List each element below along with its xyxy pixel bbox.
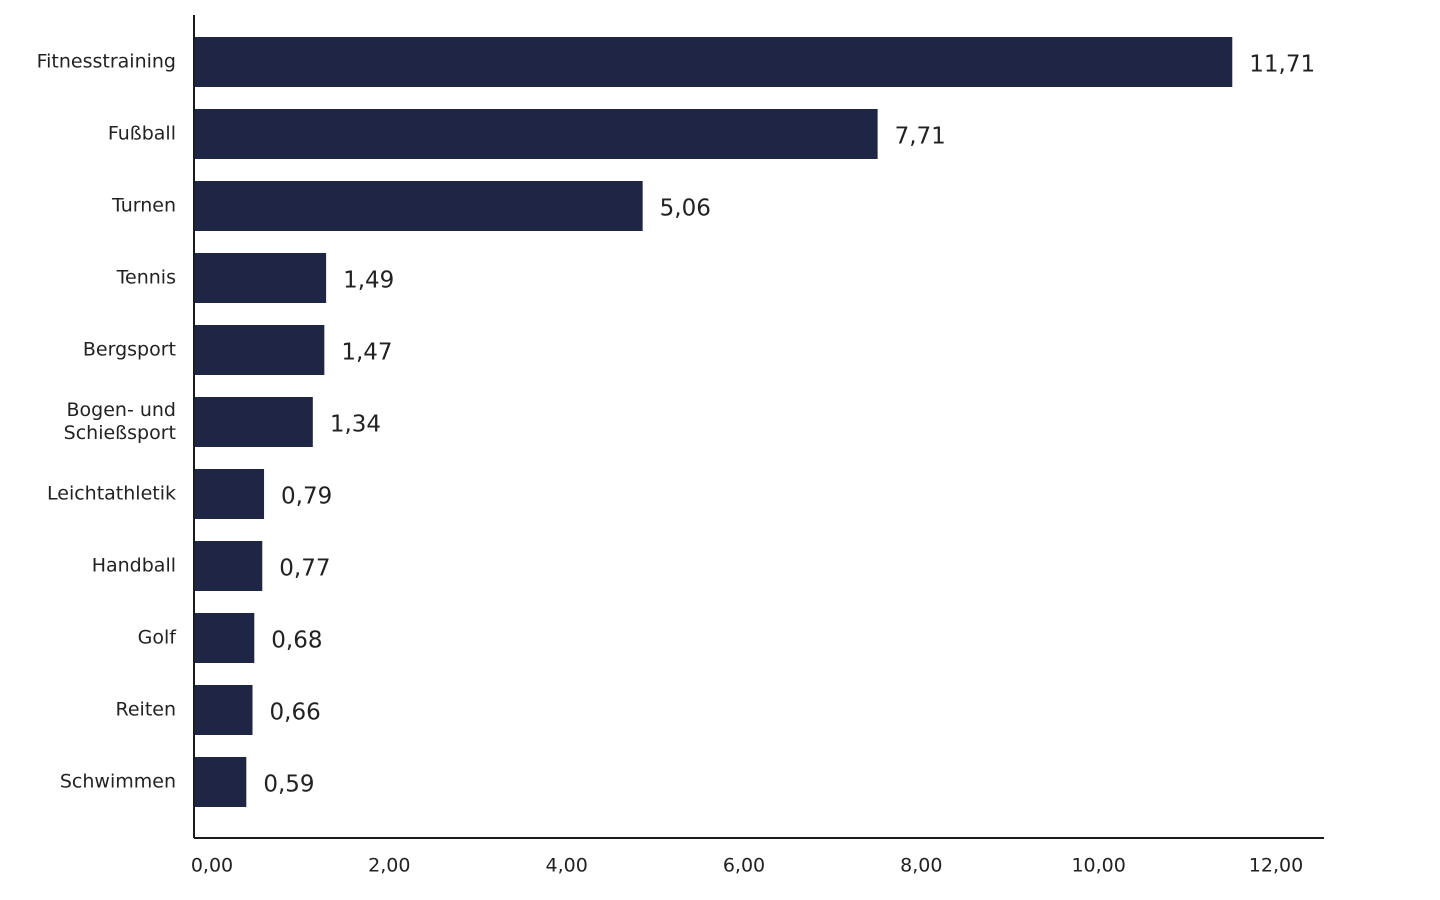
category-label: Reiten — [116, 699, 177, 721]
bar-value-label: 0,59 — [263, 772, 314, 798]
bar-value-label: 1,47 — [341, 340, 392, 366]
category-label: Turnen — [111, 195, 176, 217]
category-label: Leichtathletik — [47, 483, 176, 505]
value-labels-layer: 11,71 7,71 5,06 1,49 1,47 1,34 0,79 0,77 0,68 0,6… — [263, 52, 1315, 798]
bar — [194, 37, 1233, 87]
bar-value-label: 0,68 — [271, 628, 322, 654]
x-tick-label: 4,00 — [546, 855, 588, 877]
bar-value-label: 0,77 — [279, 556, 330, 582]
bar-value-label: 11,71 — [1249, 52, 1315, 78]
bar — [194, 181, 643, 231]
bar — [194, 613, 255, 663]
x-tick-label: 8,00 — [900, 855, 942, 877]
category-label: Tennis — [116, 267, 176, 289]
x-tick-label: 12,00 — [1249, 855, 1303, 877]
bars-layer — [194, 37, 1233, 807]
category-label: Golf — [138, 627, 178, 649]
category-label: Schwimmen — [60, 771, 176, 793]
x-tick-label: 6,00 — [723, 855, 765, 877]
category-label: Schießsport — [64, 422, 176, 444]
category-label: Bogen- und — [67, 399, 177, 421]
x-tick-label: 0,00 — [191, 855, 233, 877]
category-label: Fitnesstraining — [37, 51, 176, 73]
bar-value-label: 0,66 — [270, 700, 321, 726]
bar — [194, 469, 265, 519]
bar — [194, 541, 263, 591]
category-label: Fußball — [108, 123, 176, 145]
bar — [194, 253, 327, 303]
category-label: Handball — [92, 555, 176, 577]
bar — [194, 685, 253, 735]
axes-layer — [193, 15, 1324, 839]
bar — [194, 325, 325, 375]
bar — [194, 397, 313, 447]
category-label: Bergsport — [83, 339, 176, 361]
category-labels-layer: Fitnesstraining Fußball Turnen Tennis Bergsp… — [37, 51, 178, 793]
bar-value-label: 1,49 — [343, 268, 394, 294]
x-tick-label: 2,00 — [368, 855, 410, 877]
x-tick-label: 10,00 — [1071, 855, 1125, 877]
bar-value-label: 7,71 — [895, 124, 946, 150]
x-tick-labels: 0,00 2,00 4,00 6,00 8,00 10,00 12,00 — [191, 855, 1303, 877]
bar-value-label: 1,34 — [330, 412, 381, 438]
bar — [194, 109, 878, 159]
bar-value-label: 5,06 — [660, 196, 711, 222]
bar-value-label: 0,79 — [281, 484, 332, 510]
bar — [194, 757, 247, 807]
